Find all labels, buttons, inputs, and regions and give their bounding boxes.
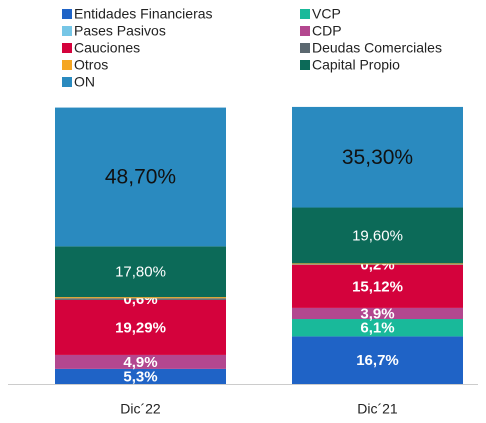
bar-segment: [55, 107, 226, 247]
value-label: 6,1%: [360, 320, 394, 337]
legend-label: Cauciones: [74, 40, 140, 56]
value-label: 16,7%: [356, 352, 399, 369]
legend-label: Otros: [74, 57, 108, 73]
value-label: 15,12%: [352, 278, 403, 295]
bar-segment: [55, 246, 226, 298]
legend-swatch: [62, 77, 72, 87]
value-label: 17,80%: [115, 264, 166, 281]
value-label: 35,30%: [342, 146, 413, 169]
bar-segment: [292, 106, 463, 208]
x-tick-label: Dic´22: [120, 401, 161, 417]
value-label: 5,3%: [123, 368, 157, 385]
legend-swatch: [300, 26, 310, 36]
bar-segment: [292, 264, 463, 308]
legend-swatch: [62, 43, 72, 53]
legend-label: Entidades Financieras: [74, 6, 213, 22]
legend-label: Pases Pasivos: [74, 23, 166, 39]
legend-label: CDP: [312, 23, 342, 39]
legend-swatch: [62, 26, 72, 36]
legend-label: ON: [74, 74, 95, 90]
value-label: 48,70%: [105, 166, 176, 189]
bar-segment: [292, 307, 463, 320]
legend-swatch: [300, 43, 310, 53]
legend-swatch: [62, 60, 72, 70]
bar-segment: [292, 263, 463, 265]
legend-label: VCP: [312, 6, 341, 22]
legend-label: Capital Propio: [312, 57, 400, 73]
x-tick-label: Dic´21: [357, 401, 398, 417]
value-label: 3,9%: [360, 305, 394, 322]
legend-swatch: [300, 60, 310, 70]
bar-segment: [55, 299, 226, 355]
bar-segment: [292, 336, 463, 384]
bar-segment: [292, 264, 463, 265]
bar-segment: [55, 298, 226, 300]
legend-swatch: [62, 9, 72, 19]
value-label: 19,29%: [115, 319, 166, 336]
bar-segment: [55, 297, 226, 299]
bar-segment: [292, 207, 463, 264]
bar-segment: [55, 354, 226, 369]
legend-swatch: [300, 9, 310, 19]
value-label: 4,9%: [123, 354, 157, 371]
bar-segment: [55, 368, 226, 384]
legend-label: Deudas Comerciales: [312, 40, 442, 56]
value-label: 19,60%: [352, 227, 403, 244]
bar-segment: [292, 319, 463, 337]
